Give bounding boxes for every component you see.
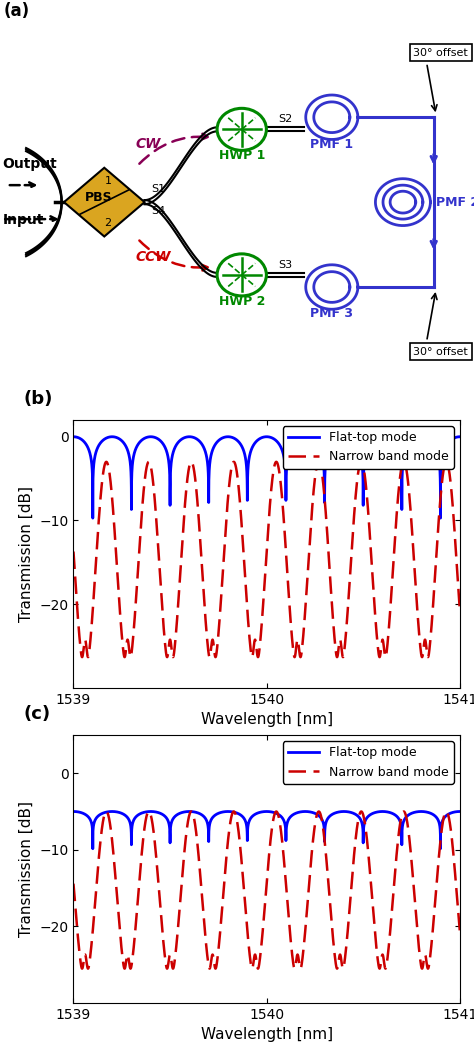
Flat-top mode xyxy=(210,811,216,823)
Flat-top mode xyxy=(71,805,76,818)
Text: 30° offset: 30° offset xyxy=(413,346,468,357)
Text: S2: S2 xyxy=(278,114,292,124)
Narrow band mode xyxy=(357,458,363,470)
Flat-top mode xyxy=(457,805,463,818)
Text: (a): (a) xyxy=(4,2,30,20)
Text: (b): (b) xyxy=(23,390,53,408)
Flat-top mode xyxy=(357,445,363,458)
Text: PMF 1: PMF 1 xyxy=(310,138,353,150)
Narrow band mode xyxy=(299,643,305,655)
Narrow band mode xyxy=(378,647,383,659)
Text: 30° offset: 30° offset xyxy=(413,47,468,58)
Narrow band mode xyxy=(457,604,463,616)
Narrow band mode xyxy=(71,545,76,558)
Text: S3: S3 xyxy=(278,259,292,270)
Narrow band mode xyxy=(210,950,216,963)
Flat-top mode xyxy=(457,430,463,443)
Text: 1: 1 xyxy=(105,176,111,186)
Text: Input: Input xyxy=(2,213,44,228)
Text: (c): (c) xyxy=(23,705,50,723)
Flat-top mode xyxy=(90,477,96,489)
Text: 2: 2 xyxy=(104,218,112,228)
Flat-top mode xyxy=(316,810,322,822)
Text: HWP 2: HWP 2 xyxy=(219,295,265,308)
Line: Flat-top mode: Flat-top mode xyxy=(73,812,460,848)
Legend: Flat-top mode, Narrow band mode: Flat-top mode, Narrow band mode xyxy=(283,741,454,783)
X-axis label: Wavelength [nm]: Wavelength [nm] xyxy=(201,1027,333,1043)
Text: CW: CW xyxy=(135,136,161,150)
Text: HWP 1: HWP 1 xyxy=(219,149,265,163)
Line: Narrow band mode: Narrow band mode xyxy=(73,812,460,968)
Flat-top mode xyxy=(357,812,363,824)
Flat-top mode xyxy=(90,511,96,524)
Text: S1: S1 xyxy=(152,184,166,194)
Flat-top mode xyxy=(90,842,96,855)
Polygon shape xyxy=(64,168,145,236)
Narrow band mode xyxy=(210,636,216,649)
Narrow band mode xyxy=(299,956,305,968)
Line: Narrow band mode: Narrow band mode xyxy=(73,462,460,657)
Narrow band mode xyxy=(457,924,463,937)
Flat-top mode xyxy=(90,826,96,839)
Circle shape xyxy=(217,108,266,150)
Text: PMF 3: PMF 3 xyxy=(310,308,353,320)
Text: Output: Output xyxy=(2,156,57,171)
Narrow band mode xyxy=(334,962,340,974)
Flat-top mode xyxy=(299,430,305,443)
Narrow band mode xyxy=(90,923,96,936)
Narrow band mode xyxy=(378,959,383,971)
Narrow band mode xyxy=(443,456,449,468)
Flat-top mode xyxy=(316,440,322,453)
Flat-top mode xyxy=(299,805,305,818)
Text: CCW: CCW xyxy=(135,250,171,264)
Flat-top mode xyxy=(378,430,383,443)
Flat-top mode xyxy=(71,430,76,443)
Y-axis label: Transmission [dB]: Transmission [dB] xyxy=(19,801,34,937)
Text: PMF 2: PMF 2 xyxy=(436,195,474,209)
Flat-top mode xyxy=(378,805,383,818)
Narrow band mode xyxy=(316,805,322,818)
Circle shape xyxy=(217,254,266,296)
Text: PBS: PBS xyxy=(85,191,112,204)
Narrow band mode xyxy=(334,651,340,664)
Narrow band mode xyxy=(357,806,363,819)
Narrow band mode xyxy=(90,603,96,615)
X-axis label: Wavelength [nm]: Wavelength [nm] xyxy=(201,712,333,728)
Narrow band mode xyxy=(316,456,322,468)
Line: Flat-top mode: Flat-top mode xyxy=(73,437,460,518)
Narrow band mode xyxy=(443,805,449,818)
Legend: Flat-top mode, Narrow band mode: Flat-top mode, Narrow band mode xyxy=(283,426,454,468)
Y-axis label: Transmission [dB]: Transmission [dB] xyxy=(19,486,34,622)
Flat-top mode xyxy=(210,442,216,455)
Narrow band mode xyxy=(71,878,76,890)
Text: S4: S4 xyxy=(152,206,166,216)
